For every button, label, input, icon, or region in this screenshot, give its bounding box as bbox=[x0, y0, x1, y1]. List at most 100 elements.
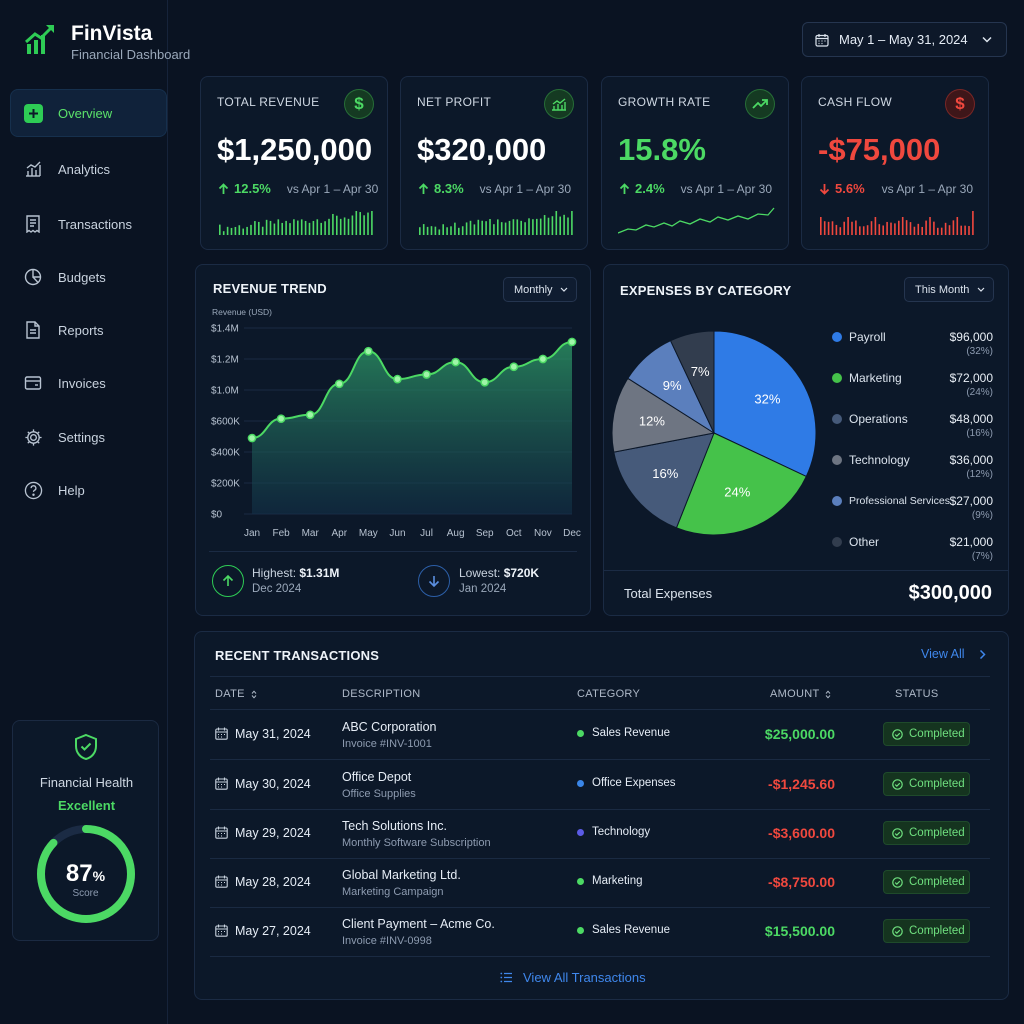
tx-subtext: Office Supplies bbox=[342, 788, 416, 800]
x-tick-label: May bbox=[359, 528, 378, 539]
header-date-label: DATE bbox=[215, 688, 245, 700]
sparkline-bar bbox=[222, 231, 225, 235]
sparkline-bar bbox=[339, 218, 342, 235]
data-point[interactable] bbox=[538, 354, 548, 364]
y-tick-label: $400K bbox=[211, 448, 240, 459]
sparkline-bar bbox=[367, 212, 369, 235]
y-tick-label: $1.4M bbox=[211, 324, 239, 335]
trend-up-icon bbox=[745, 89, 775, 119]
data-point[interactable] bbox=[567, 337, 577, 347]
sparkline-bar bbox=[890, 222, 892, 235]
tx-description: Tech Solutions Inc. bbox=[342, 819, 447, 833]
highest-label: Highest: bbox=[252, 566, 297, 580]
sparkline-bar bbox=[960, 225, 962, 235]
shield-check-icon bbox=[75, 733, 97, 761]
expenses-period-select[interactable]: This Month bbox=[904, 277, 994, 302]
status-badge: Completed bbox=[883, 870, 970, 894]
tx-description: Global Marketing Ltd. bbox=[342, 868, 461, 882]
legend-swatch bbox=[832, 455, 842, 465]
calendar-icon bbox=[215, 777, 228, 790]
kpi-sparkline bbox=[618, 207, 775, 234]
category-dot bbox=[577, 779, 584, 787]
view-all-label: View All bbox=[921, 647, 965, 661]
check-circle-icon bbox=[892, 778, 903, 790]
sparkline-bar bbox=[219, 224, 221, 235]
sidebar-item-label: Transactions bbox=[58, 216, 132, 232]
pie-slice[interactable] bbox=[713, 330, 817, 478]
sidebar-item-invoices[interactable]: Invoices bbox=[10, 359, 167, 407]
sidebar-item-help[interactable]: Help bbox=[10, 466, 167, 514]
data-point[interactable] bbox=[276, 414, 286, 424]
sparkline-bar bbox=[516, 219, 519, 235]
sidebar-item-overview[interactable]: Overview bbox=[10, 89, 167, 137]
sparkline-bar bbox=[843, 221, 845, 235]
revenue-period-select[interactable]: Monthly bbox=[503, 277, 577, 302]
header-amount[interactable]: AMOUNT bbox=[770, 688, 831, 700]
sparkline-bar bbox=[250, 224, 252, 235]
status-badge: Completed bbox=[883, 821, 970, 845]
data-point[interactable] bbox=[334, 379, 344, 389]
sparkline-bar bbox=[536, 218, 538, 235]
pie-slice[interactable] bbox=[669, 330, 715, 434]
legend-swatch bbox=[832, 537, 842, 547]
view-all-transactions-link[interactable]: View All Transactions bbox=[500, 970, 646, 985]
x-tick-label: Sep bbox=[476, 528, 494, 539]
legend-swatch bbox=[832, 332, 842, 342]
sparkline-bar bbox=[265, 219, 268, 235]
kpi-value: $1,250,000 bbox=[217, 132, 373, 167]
sidebar-item-analytics[interactable]: Analytics bbox=[10, 145, 167, 193]
status-badge: Completed bbox=[883, 722, 970, 746]
sidebar-item-transactions[interactable]: Transactions bbox=[10, 200, 167, 248]
data-point[interactable] bbox=[509, 362, 519, 372]
sparkline-bar bbox=[343, 217, 346, 235]
data-point[interactable] bbox=[422, 370, 431, 379]
lowest-stat: Lowest: $720K bbox=[459, 566, 539, 580]
data-point[interactable] bbox=[305, 410, 315, 420]
data-point[interactable] bbox=[247, 433, 257, 443]
sparkline-bar bbox=[921, 226, 923, 235]
chevron-down-icon bbox=[982, 36, 992, 43]
sparkline-bar bbox=[355, 211, 358, 235]
sparkline-bar bbox=[285, 220, 287, 235]
data-point[interactable] bbox=[451, 357, 460, 367]
arrow-down-icon bbox=[819, 183, 830, 195]
sparkline-bar bbox=[894, 223, 896, 235]
pie-slice[interactable] bbox=[675, 432, 807, 536]
header-date[interactable]: DATE bbox=[215, 688, 257, 700]
kpi-change: 12.5% bbox=[234, 181, 271, 196]
data-point[interactable] bbox=[480, 377, 490, 387]
sidebar-item-budgets[interactable]: Budgets bbox=[10, 253, 167, 301]
tx-category: Office Expenses bbox=[577, 777, 676, 789]
sparkline-bar bbox=[234, 226, 237, 235]
kpi-change: 2.4% bbox=[635, 181, 665, 196]
view-all-link[interactable]: View All bbox=[921, 647, 986, 661]
sparkline-bar bbox=[450, 226, 452, 235]
sidebar-item-settings[interactable]: Settings bbox=[10, 413, 167, 461]
kpi-value: -$75,000 bbox=[818, 132, 941, 167]
sparkline-bar bbox=[359, 212, 361, 235]
slice-label: 32% bbox=[754, 392, 780, 407]
sparkline-bar bbox=[312, 220, 315, 235]
sidebar-item-reports[interactable]: Reports bbox=[10, 306, 167, 354]
sparkline-bar bbox=[898, 220, 900, 235]
data-point[interactable] bbox=[364, 346, 373, 356]
sparkline-bar bbox=[823, 221, 826, 235]
pie-slice[interactable] bbox=[613, 432, 715, 529]
kpi-sparkline bbox=[219, 211, 373, 235]
legend-percent: (9%) bbox=[971, 510, 993, 521]
sparkline-bar bbox=[419, 227, 421, 235]
app-name: FinVista bbox=[71, 22, 153, 45]
legend-value: $48,000 bbox=[949, 412, 993, 426]
sort-icon bbox=[826, 689, 831, 699]
pie-slice[interactable] bbox=[611, 377, 716, 453]
sidebar-item-label: Invoices bbox=[58, 375, 106, 391]
legend-label: Professional Services bbox=[849, 495, 950, 507]
date-range-picker[interactable]: May 1 – May 31, 2024 bbox=[802, 22, 1007, 57]
kpi-title: GROWTH RATE bbox=[618, 95, 711, 109]
lowest-date: Jan 2024 bbox=[459, 583, 507, 595]
legend-label: Marketing bbox=[849, 371, 902, 385]
sparkline-bar bbox=[532, 219, 534, 235]
highest-date: Dec 2024 bbox=[252, 583, 302, 595]
data-point[interactable] bbox=[393, 374, 402, 384]
tx-category: Technology bbox=[577, 826, 650, 838]
